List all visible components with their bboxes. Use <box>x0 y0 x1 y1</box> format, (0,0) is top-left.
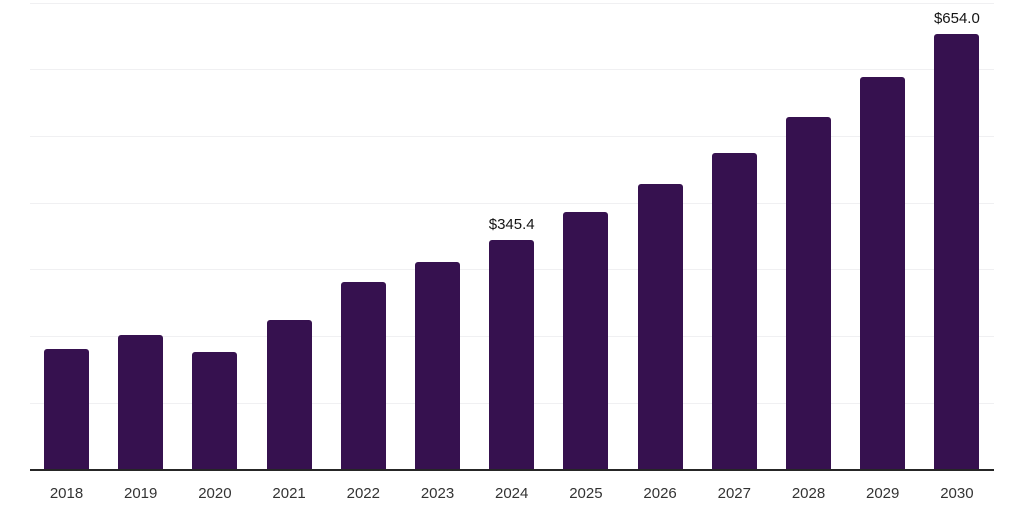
bar-2023 <box>415 261 460 470</box>
x-tick-label-2025: 2025 <box>569 485 603 502</box>
gridline <box>30 202 994 204</box>
bar-2021 <box>266 319 312 470</box>
x-tick-label-2021: 2021 <box>272 485 306 502</box>
bar-2029 <box>860 77 906 470</box>
bar-2025 <box>563 211 609 470</box>
x-tick-label-2023: 2023 <box>420 485 455 502</box>
bar-2026 <box>637 183 683 470</box>
bar-2024 <box>489 239 535 470</box>
bar-2028 <box>786 117 831 470</box>
gridline <box>30 69 994 71</box>
x-tick-label-2018: 2018 <box>49 485 84 502</box>
bar-2019 <box>118 335 164 470</box>
x-tick-label-2029: 2029 <box>866 485 900 502</box>
bar-2022 <box>340 281 386 470</box>
data-label: $345.4 <box>488 215 535 233</box>
bar-2020 <box>192 351 238 470</box>
x-tick-label-2024: 2024 <box>495 485 529 502</box>
x-tick-label-2022: 2022 <box>346 485 380 502</box>
bar-2018 <box>44 349 89 470</box>
x-tick-label-2030: 2030 <box>940 485 974 502</box>
x-tick-label-2020: 2020 <box>198 485 232 502</box>
bar-2027 <box>711 153 757 470</box>
gridline <box>30 2 994 4</box>
gridline <box>30 135 994 137</box>
x-tick-label-2028: 2028 <box>791 485 826 502</box>
data-label: $654.0 <box>933 9 980 27</box>
x-tick-label-2026: 2026 <box>643 485 677 502</box>
x-tick-label-2027: 2027 <box>717 485 751 502</box>
x-tick-label-2019: 2019 <box>124 485 158 502</box>
x-axis-line <box>30 469 994 471</box>
bar-2030 <box>934 33 980 470</box>
